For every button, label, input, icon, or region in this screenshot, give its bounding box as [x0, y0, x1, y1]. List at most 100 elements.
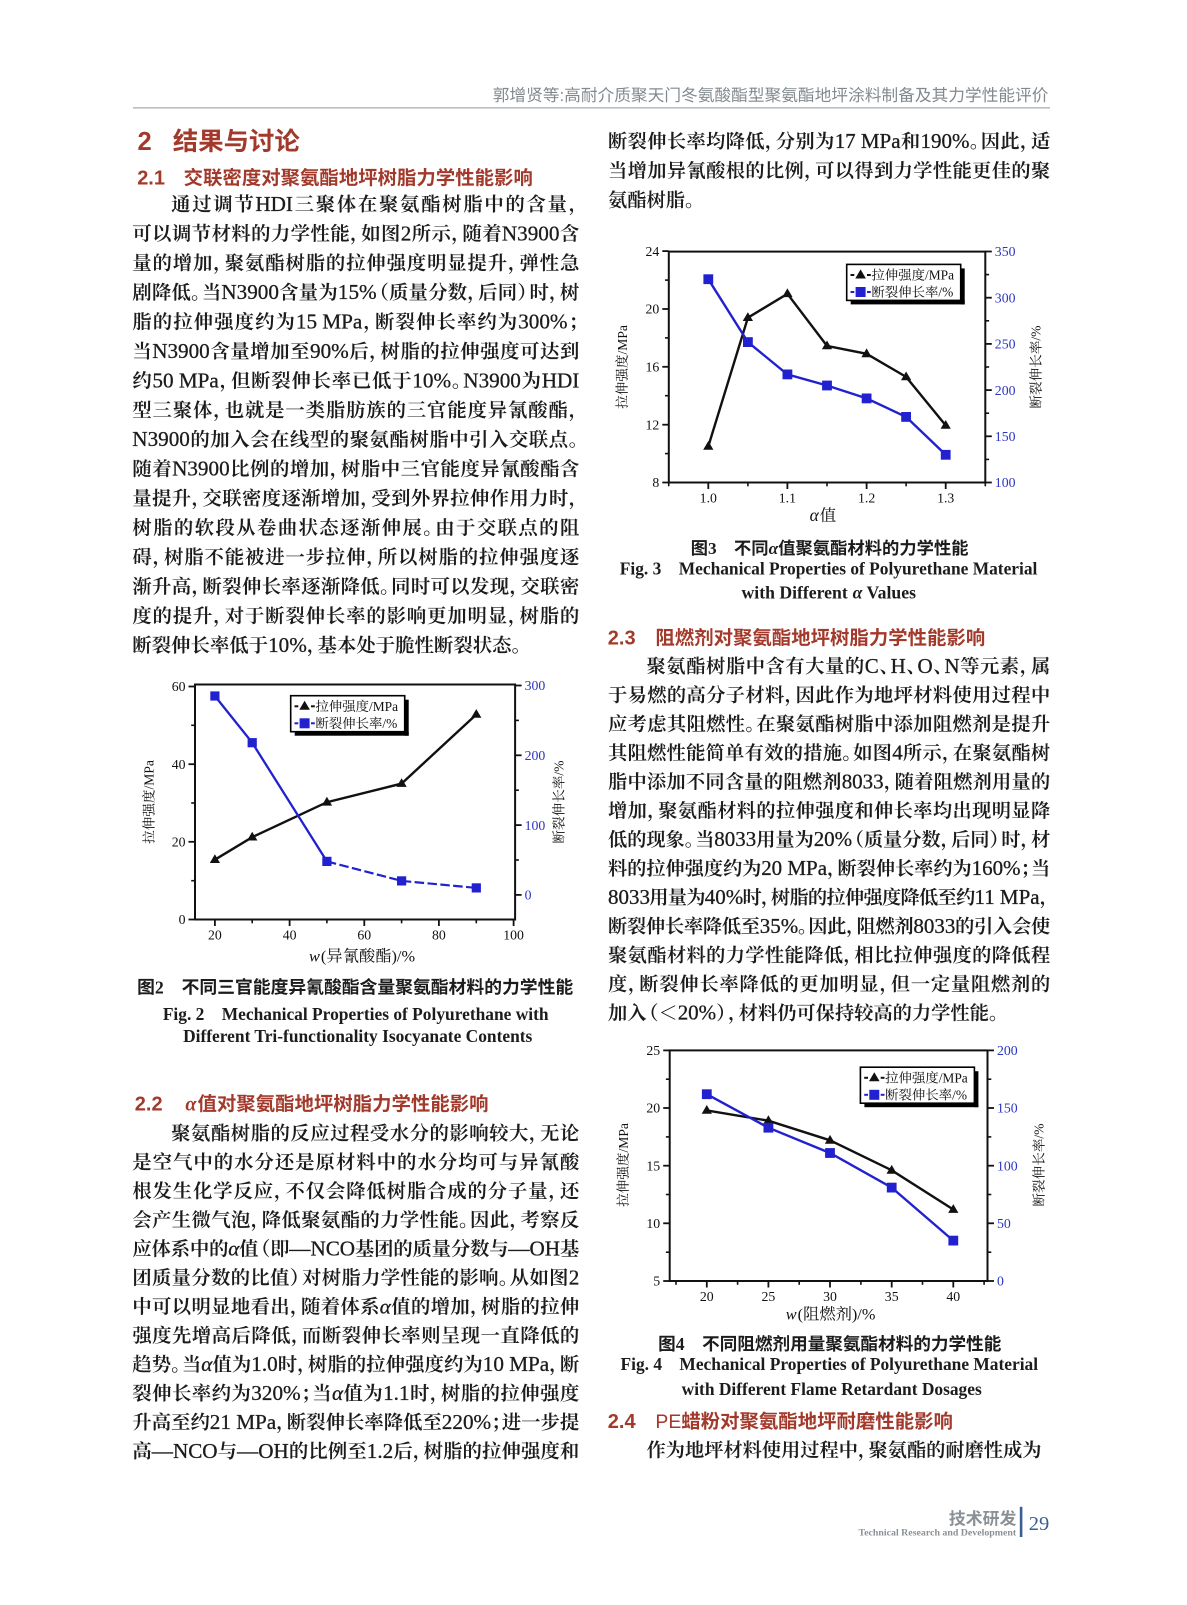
svg-text:60: 60 [172, 679, 186, 694]
svg-text:8033: 8033 [608, 885, 650, 909]
svg-text:—NCO: —NCO [288, 1237, 355, 1261]
svg-text:1.0: 1.0 [700, 491, 717, 506]
svg-text:PE: PE [655, 1411, 681, 1433]
svg-text:1.2: 1.2 [367, 1439, 393, 1463]
svg-text:200: 200 [997, 1043, 1018, 1058]
svg-text:HDI: HDI [542, 368, 580, 392]
svg-text:/MPa: /MPa [142, 760, 157, 789]
svg-text:50: 50 [997, 1216, 1011, 1231]
svg-text:H: H [891, 654, 906, 678]
svg-text:N3900: N3900 [463, 368, 521, 392]
svg-text:15 MPa: 15 MPa [296, 310, 363, 334]
svg-text:40: 40 [172, 757, 186, 772]
svg-text:)/%: )/% [852, 1305, 876, 1324]
svg-text:300%: 300% [518, 310, 567, 334]
svg-text:17 MPa: 17 MPa [835, 129, 902, 153]
svg-text:8033: 8033 [842, 769, 884, 793]
svg-text:8: 8 [652, 475, 659, 490]
svg-text:N3900: N3900 [502, 221, 560, 245]
svg-text:40: 40 [946, 1289, 960, 1304]
svg-text:160%: 160% [972, 856, 1021, 880]
svg-text:Fig. 4 Mechanical Propertie: Fig. 4 Mechanical Properties of Polyuret… [620, 1354, 1038, 1374]
svg-text:with Different Flame Retardant: with Different Flame Retardant Dosages [682, 1379, 982, 1399]
svg-text:10: 10 [646, 1216, 660, 1231]
svg-text:15: 15 [646, 1158, 660, 1173]
svg-text::: : [560, 86, 565, 105]
svg-text:/MPa: /MPa [925, 268, 954, 283]
svg-text:10 MPa: 10 MPa [483, 1352, 550, 1376]
svg-text:40%: 40% [705, 885, 743, 909]
svg-text:350: 350 [995, 244, 1016, 259]
svg-text:200: 200 [525, 748, 546, 763]
svg-text:C: C [865, 654, 879, 678]
svg-text:N: N [945, 654, 960, 678]
svg-text:0: 0 [997, 1274, 1004, 1289]
svg-text:100: 100 [997, 1158, 1018, 1173]
svg-text:40: 40 [283, 928, 297, 943]
svg-text:35%: 35% [760, 914, 798, 938]
svg-text:2: 2 [569, 1265, 580, 1289]
svg-text:16: 16 [646, 360, 660, 375]
svg-text:20: 20 [208, 928, 222, 943]
svg-text:w: w [786, 1305, 797, 1324]
svg-text:20: 20 [700, 1289, 714, 1304]
svg-text:10%: 10% [268, 633, 307, 657]
svg-text:0: 0 [179, 912, 186, 927]
svg-text:—NCO: —NCO [151, 1439, 218, 1463]
svg-text:2: 2 [138, 128, 152, 156]
svg-text:α: α [380, 1294, 392, 1318]
svg-text:/%: /% [1032, 1123, 1047, 1138]
svg-text:300: 300 [525, 678, 546, 693]
svg-text:/%: /% [938, 285, 953, 300]
svg-text:20 MPa: 20 MPa [761, 856, 828, 880]
svg-text:/MPa: /MPa [369, 699, 398, 714]
svg-text:20: 20 [646, 1101, 660, 1116]
svg-text:1.2: 1.2 [858, 491, 875, 506]
svg-text:35: 35 [885, 1289, 899, 1304]
svg-text:150: 150 [995, 429, 1016, 444]
svg-text:2: 2 [401, 221, 412, 245]
svg-text:α: α [810, 505, 820, 525]
svg-text:25: 25 [762, 1289, 776, 1304]
svg-text:21 MPa: 21 MPa [210, 1410, 277, 1434]
svg-text:1.3: 1.3 [937, 491, 954, 506]
svg-text:20%: 20% [814, 827, 852, 851]
svg-text:0: 0 [525, 888, 532, 903]
svg-text:15%: 15% [338, 280, 377, 304]
svg-text:/%: /% [1029, 325, 1044, 340]
svg-text:—OH: —OH [507, 1237, 560, 1261]
svg-text:320%: 320% [251, 1381, 300, 1405]
svg-text:60: 60 [357, 928, 371, 943]
svg-text:24: 24 [646, 244, 660, 259]
svg-text:100: 100 [525, 818, 546, 833]
svg-text:50 MPa: 50 MPa [152, 368, 219, 392]
svg-text:Values: Values [862, 582, 916, 602]
svg-text:8033: 8033 [913, 914, 955, 938]
svg-text:1.0: 1.0 [251, 1352, 277, 1376]
svg-text:α: α [228, 1237, 240, 1261]
svg-text:90%: 90% [310, 339, 349, 363]
svg-text:1.1: 1.1 [383, 1381, 409, 1405]
svg-text:α: α [201, 1352, 213, 1376]
svg-text:HDI: HDI [255, 192, 293, 216]
svg-text:N3900: N3900 [221, 280, 279, 304]
svg-text:11 MPa: 11 MPa [975, 885, 1041, 909]
svg-text:α: α [332, 1381, 344, 1405]
svg-text:150: 150 [997, 1101, 1018, 1116]
svg-text:α: α [853, 582, 864, 602]
svg-text:300: 300 [995, 290, 1016, 305]
svg-text:/MPa: /MPa [615, 325, 630, 354]
svg-text:4: 4 [892, 741, 903, 765]
svg-text:20: 20 [172, 835, 186, 850]
svg-text:100: 100 [995, 475, 1016, 490]
svg-text:4: 4 [676, 1334, 685, 1354]
svg-text:2.3: 2.3 [608, 628, 636, 650]
svg-text:/MPa: /MPa [616, 1123, 631, 1152]
svg-text:N3900: N3900 [132, 427, 190, 451]
svg-text:2.4: 2.4 [608, 1411, 637, 1433]
svg-text:N3900: N3900 [152, 339, 210, 363]
svg-text:10%: 10% [412, 368, 451, 392]
svg-text:with Different: with Different [742, 582, 853, 602]
svg-text:12: 12 [646, 417, 660, 432]
svg-text:Fig. 3 Mechanical Propertie: Fig. 3 Mechanical Properties of Polyuret… [620, 559, 1038, 579]
